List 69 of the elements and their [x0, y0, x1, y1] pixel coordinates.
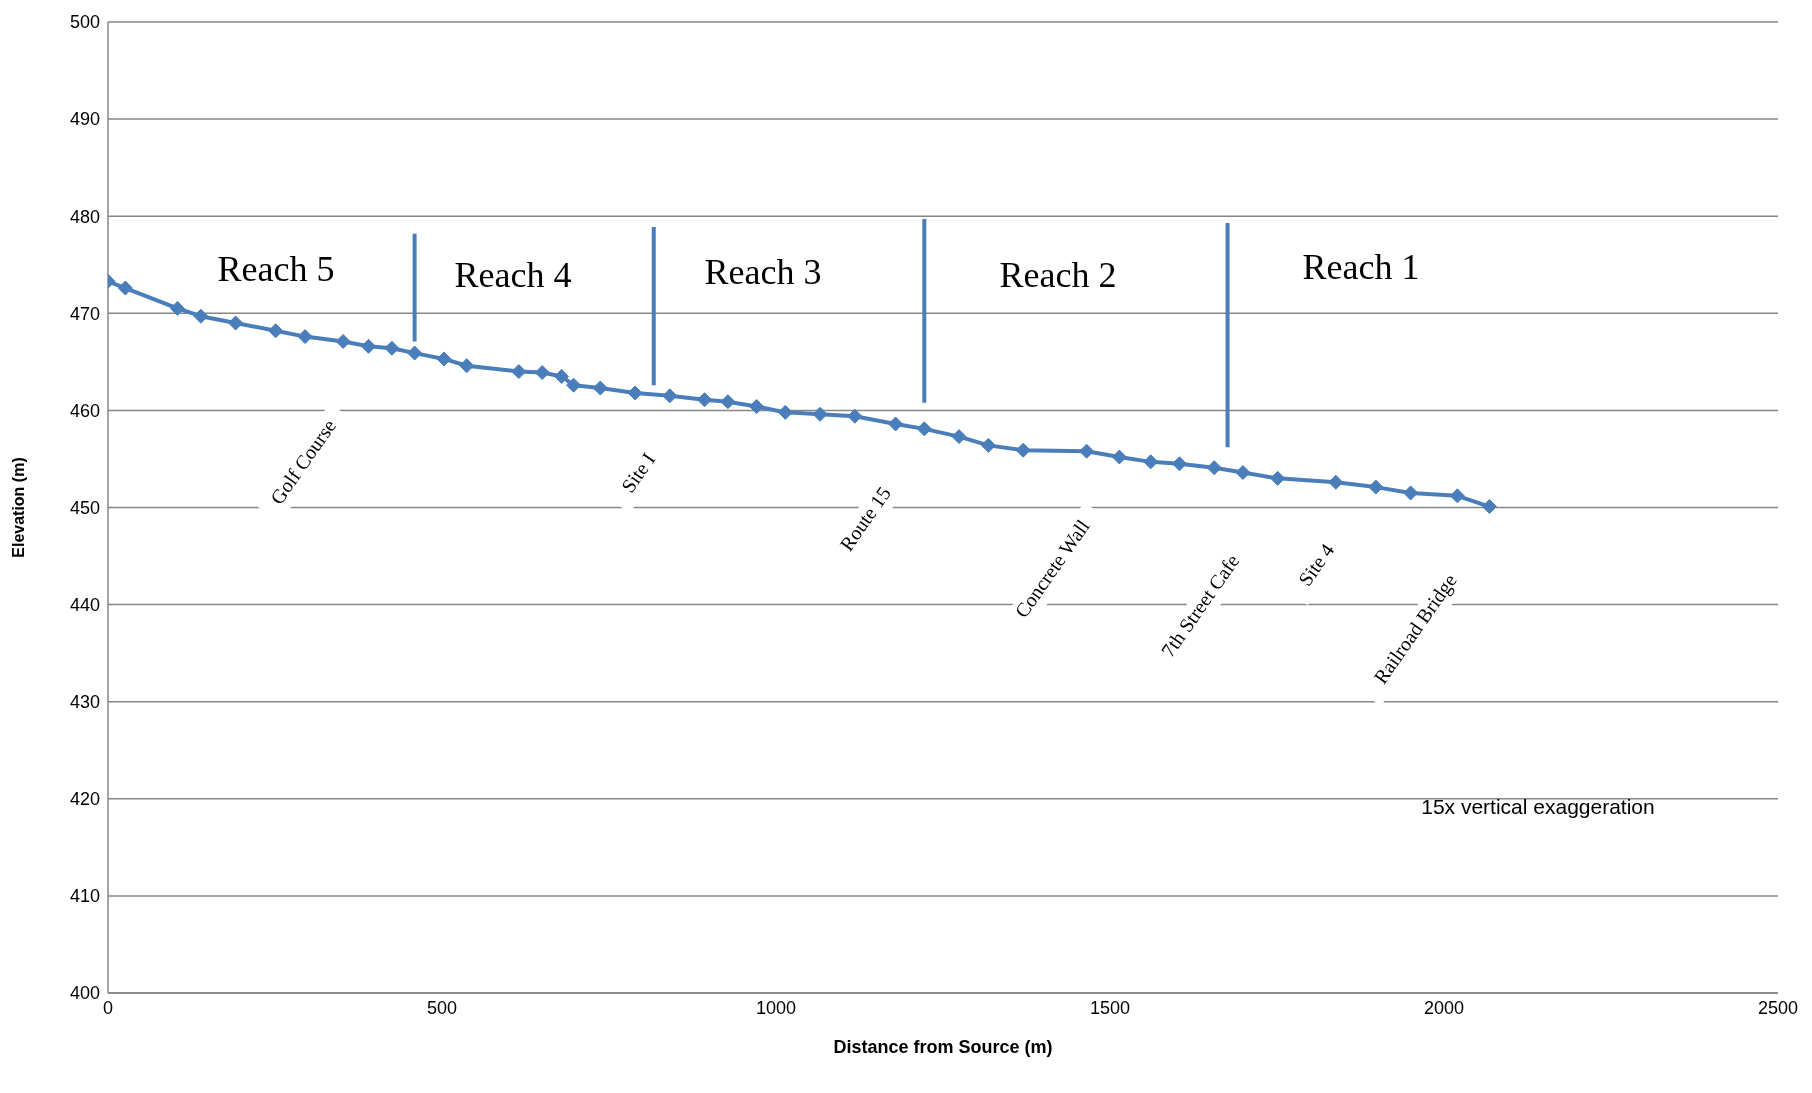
point — [554, 368, 570, 384]
point — [980, 437, 996, 453]
x-tick-label: 1500 — [1089, 997, 1131, 1018]
point — [1171, 456, 1187, 472]
point — [1403, 485, 1419, 501]
x-tick-label: 1000 — [755, 997, 797, 1018]
point — [749, 399, 765, 415]
point — [592, 380, 608, 396]
y-tick-label: 480 — [69, 206, 100, 227]
point — [1111, 449, 1127, 465]
point — [951, 429, 967, 445]
point — [1368, 479, 1384, 495]
point — [384, 340, 400, 356]
point — [847, 408, 863, 424]
x-axis-title: Distance from Source (m) — [833, 1037, 1053, 1057]
point — [1449, 488, 1465, 504]
point — [361, 338, 377, 354]
point — [268, 323, 284, 339]
y-tick-label: 460 — [69, 400, 100, 421]
x-tick-label: 500 — [426, 997, 458, 1018]
y-axis-title: Elevation (m) — [9, 457, 27, 558]
annotation: Reach 5 — [217, 249, 335, 290]
point — [662, 388, 678, 404]
annotation: Site 4 — [1293, 539, 1339, 590]
point — [1206, 460, 1222, 476]
annotation: Reach 1 — [1302, 247, 1420, 288]
point — [1481, 499, 1497, 515]
annotation: Reach 3 — [704, 252, 822, 293]
y-tick-label: 400 — [69, 983, 100, 1004]
annotation: Site I — [616, 448, 660, 497]
point — [117, 280, 133, 296]
y-tick-label: 440 — [69, 594, 100, 615]
point — [1328, 474, 1344, 490]
point — [888, 416, 904, 432]
point — [297, 329, 313, 345]
point — [566, 377, 582, 393]
point — [777, 404, 793, 420]
y-tick-label: 450 — [69, 497, 100, 518]
point — [1015, 442, 1031, 458]
point — [697, 392, 713, 408]
y-tick-label: 470 — [69, 303, 100, 324]
y-tick-label: 430 — [69, 692, 100, 713]
annotation: Reach 4 — [454, 255, 572, 296]
y-tick-label: 420 — [69, 789, 100, 810]
point — [193, 308, 209, 324]
y-tick-label: 410 — [69, 886, 100, 907]
point — [534, 365, 550, 381]
point — [916, 421, 932, 437]
annotation: 15x vertical exaggeration — [1421, 794, 1655, 818]
point — [436, 351, 452, 367]
annotation: Reach 2 — [999, 255, 1117, 296]
y-tick-label: 500 — [69, 12, 100, 33]
point — [169, 300, 185, 316]
point — [459, 358, 475, 374]
y-tick-label: 490 — [69, 109, 100, 130]
point — [407, 345, 423, 361]
point — [1143, 454, 1159, 470]
point — [1235, 465, 1251, 481]
point — [335, 333, 351, 349]
x-tick-label: 2500 — [1757, 997, 1799, 1018]
x-tick-label: 0 — [102, 997, 114, 1018]
point — [511, 364, 527, 380]
point — [627, 385, 643, 401]
point — [228, 315, 244, 331]
point — [1079, 443, 1095, 459]
x-tick-label: 2000 — [1423, 997, 1465, 1018]
point — [1270, 470, 1286, 486]
point — [720, 394, 736, 410]
point — [812, 406, 828, 422]
